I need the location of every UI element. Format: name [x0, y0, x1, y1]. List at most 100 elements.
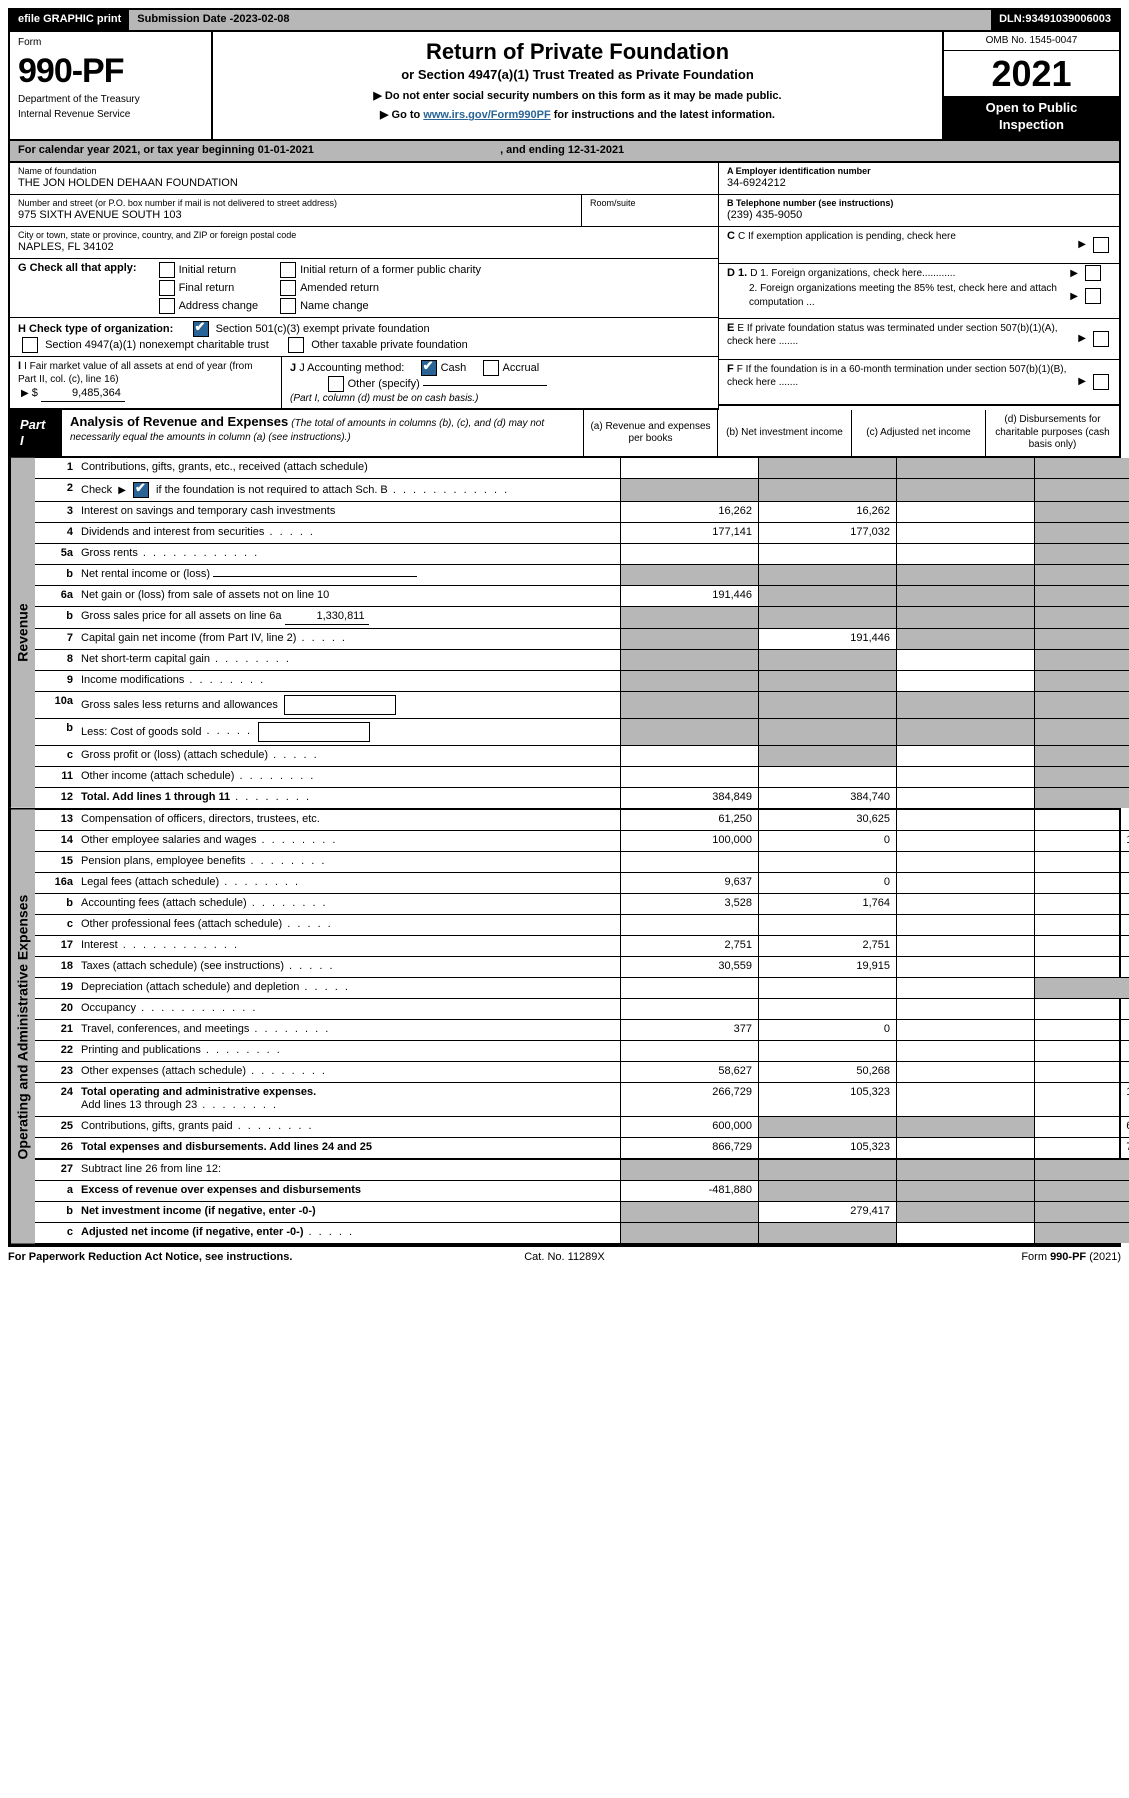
checkbox-other-method[interactable]	[328, 376, 344, 392]
part1-header: Part I Analysis of Revenue and Expenses …	[8, 410, 1121, 458]
paperwork-notice: For Paperwork Reduction Act Notice, see …	[8, 1251, 379, 1265]
arrow-icon	[1075, 332, 1089, 344]
fmv-value: 9,485,364	[41, 387, 125, 402]
checkbox-4947a1[interactable]	[22, 337, 38, 353]
cat-no: Cat. No. 11289X	[379, 1251, 750, 1265]
table-row: b Net investment income (if negative, en…	[35, 1201, 1129, 1222]
revenue-side-label: Revenue	[10, 458, 35, 808]
table-row: 21 Travel, conferences, and meetings 377…	[35, 1019, 1129, 1040]
arrow-icon	[373, 90, 385, 102]
table-row: b Gross sales price for all assets on li…	[35, 606, 1129, 628]
i-j-row: I I Fair market value of all assets at e…	[10, 357, 718, 411]
table-row: 4 Dividends and interest from securities…	[35, 522, 1129, 543]
year-end: 12-31-2021	[568, 144, 624, 156]
checkbox-accrual[interactable]	[483, 360, 499, 376]
e-terminated-cell: E E If private foundation status was ter…	[719, 319, 1119, 360]
identity-block: Name of foundation THE JON HOLDEN DEHAAN…	[8, 163, 1121, 411]
box-10a	[284, 695, 396, 715]
col-d-hdr: (d) Disbursements for charitable purpose…	[985, 410, 1119, 456]
checkbox-name-change[interactable]	[280, 298, 296, 314]
expenses-section: Operating and Administrative Expenses 13…	[8, 810, 1121, 1246]
header-center: Return of Private Foundation or Section …	[213, 32, 942, 139]
table-row: 26 Total expenses and disbursements. Add…	[35, 1137, 1129, 1158]
submission-date: Submission Date - 2023-02-08	[129, 10, 297, 30]
table-row: 7 Capital gain net income (from Part IV,…	[35, 628, 1129, 649]
year-begin: 01-01-2021	[258, 144, 314, 156]
table-row: 22 Printing and publications	[35, 1040, 1129, 1061]
checkbox-amended[interactable]	[280, 280, 296, 296]
table-row: 8 Net short-term capital gain	[35, 649, 1129, 670]
checkbox-cash[interactable]	[421, 360, 437, 376]
checkbox-address-change[interactable]	[159, 298, 175, 314]
dln: DLN: 93491039006003	[991, 10, 1119, 30]
table-row: b Accounting fees (attach schedule) 3,52…	[35, 893, 1129, 914]
part1-label: Part I	[10, 410, 62, 456]
top-bar: efile GRAPHIC print Submission Date - 20…	[8, 8, 1121, 32]
header-right: OMB No. 1545-0047 2021 Open to Public In…	[942, 32, 1119, 139]
table-row: 2 Check if the foundation is not require…	[35, 478, 1129, 501]
checkbox-final-return[interactable]	[159, 280, 175, 296]
dept-irs: Internal Revenue Service	[18, 109, 203, 122]
note-link: Go to www.irs.gov/Form990PF for instruct…	[223, 109, 932, 123]
checkbox-501c3[interactable]	[193, 321, 209, 337]
efile-label: efile GRAPHIC print	[10, 10, 129, 30]
checkbox-initial-return[interactable]	[159, 262, 175, 278]
open-public: Open to Public Inspection	[944, 96, 1119, 139]
checkbox-schb[interactable]	[133, 482, 149, 498]
table-row: 9 Income modifications	[35, 670, 1129, 691]
checkbox-c[interactable]	[1093, 237, 1109, 253]
arrow-icon	[1067, 290, 1081, 302]
checkbox-other-taxable[interactable]	[288, 337, 304, 353]
ein-value: 34-6924212	[727, 177, 786, 189]
header-left: Form 990-PF Department of the Treasury I…	[10, 32, 213, 139]
table-row: 3 Interest on savings and temporary cash…	[35, 501, 1129, 522]
checkbox-f[interactable]	[1093, 374, 1109, 390]
table-row: 11 Other income (attach schedule)	[35, 766, 1129, 787]
form-header: Form 990-PF Department of the Treasury I…	[8, 32, 1121, 141]
table-row: 6a Net gain or (loss) from sale of asset…	[35, 585, 1129, 606]
topbar-spacer	[298, 10, 992, 30]
street-address: 975 SIXTH AVENUE SOUTH 103	[18, 209, 182, 221]
table-row: 19 Depreciation (attach schedule) and de…	[35, 977, 1129, 998]
table-row: c Gross profit or (loss) (attach schedul…	[35, 745, 1129, 766]
city-cell: City or town, state or province, country…	[10, 227, 718, 259]
checkbox-d1[interactable]	[1085, 265, 1101, 281]
city-state-zip: NAPLES, FL 34102	[18, 241, 114, 253]
checkbox-e[interactable]	[1093, 331, 1109, 347]
arrow-icon	[18, 387, 32, 399]
room-suite-label: Room/suite	[590, 198, 710, 209]
form-title: Return of Private Foundation	[223, 38, 932, 66]
h-org-type-row: H Check type of organization: Section 50…	[10, 318, 718, 357]
table-row: 13 Compensation of officers, directors, …	[35, 810, 1129, 830]
irs-link[interactable]: www.irs.gov/Form990PF	[423, 109, 550, 121]
table-row: c Other professional fees (attach schedu…	[35, 914, 1129, 935]
checkbox-initial-former[interactable]	[280, 262, 296, 278]
form-word: Form	[18, 37, 41, 48]
d-foreign-cell: D 1. D 1. Foreign organizations, check h…	[719, 264, 1119, 319]
table-row: 14 Other employee salaries and wages 100…	[35, 830, 1129, 851]
form-ref: Form 990-PF (2021)	[750, 1251, 1121, 1265]
table-row: 10a Gross sales less returns and allowan…	[35, 691, 1129, 718]
arrow-icon	[1075, 238, 1089, 250]
revenue-section: Revenue 1 Contributions, gifts, grants, …	[8, 458, 1121, 810]
table-row: 20 Occupancy	[35, 998, 1129, 1019]
table-row: 15 Pension plans, employee benefits	[35, 851, 1129, 872]
note-ssn: Do not enter social security numbers on …	[223, 90, 932, 104]
f-60month-cell: F F If the foundation is in a 60-month t…	[719, 360, 1119, 406]
checkbox-d2[interactable]	[1085, 288, 1101, 304]
table-row: 25 Contributions, gifts, grants paid 600…	[35, 1116, 1129, 1137]
arrow-icon	[1067, 267, 1081, 279]
foundation-name-cell: Name of foundation THE JON HOLDEN DEHAAN…	[10, 163, 718, 195]
calendar-year-row: For calendar year 2021, or tax year begi…	[8, 141, 1121, 163]
table-row: 16a Legal fees (attach schedule) 9,63709…	[35, 872, 1129, 893]
table-row: b Less: Cost of goods sold	[35, 718, 1129, 745]
expenses-side-label: Operating and Administrative Expenses	[10, 810, 35, 1244]
arrow-icon	[115, 484, 129, 496]
phone-cell: B Telephone number (see instructions) (2…	[719, 195, 1119, 227]
table-row: 12 Total. Add lines 1 through 11 384,849…	[35, 787, 1129, 808]
address-cell: Number and street (or P.O. box number if…	[10, 195, 718, 227]
part1-desc: Analysis of Revenue and Expenses (The to…	[62, 410, 583, 456]
table-row: 24 Total operating and administrative ex…	[35, 1082, 1129, 1117]
table-row: 18 Taxes (attach schedule) (see instruct…	[35, 956, 1129, 977]
table-row: b Net rental income or (loss)	[35, 564, 1129, 585]
